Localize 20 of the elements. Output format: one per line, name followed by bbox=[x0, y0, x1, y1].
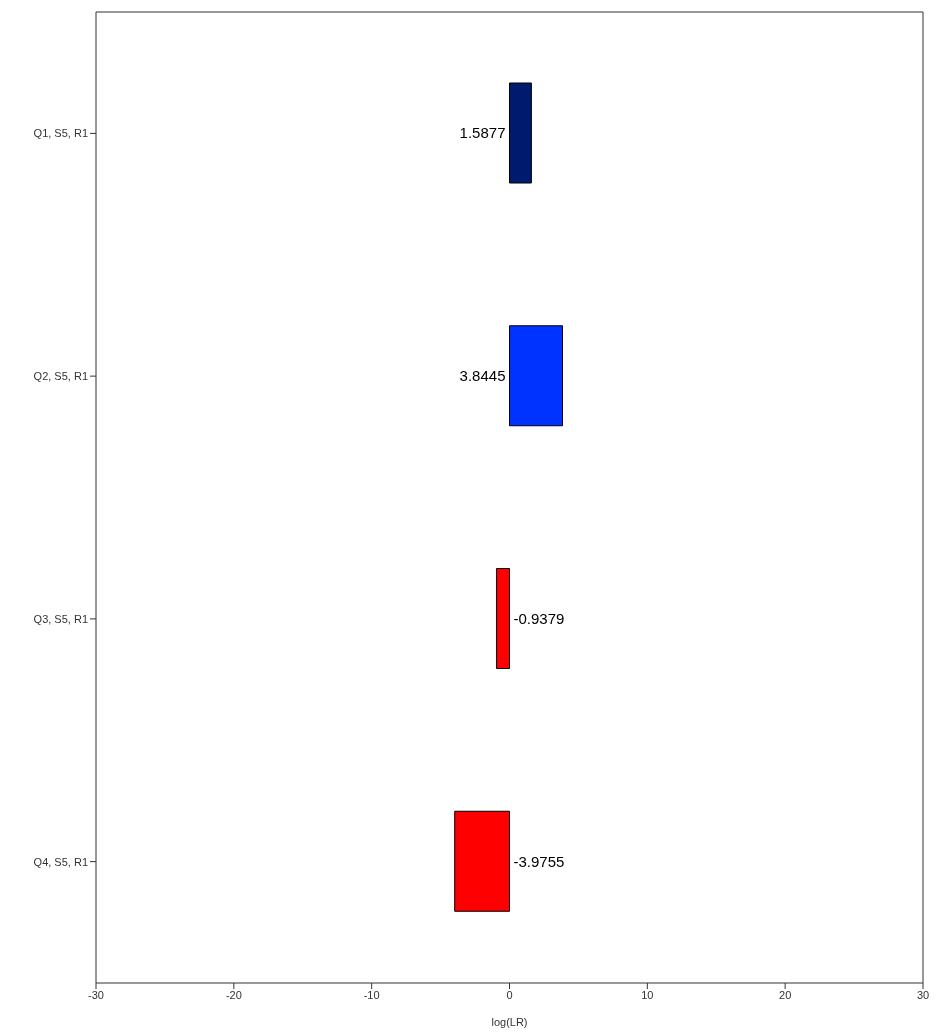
x-tick-label: -10 bbox=[363, 988, 380, 1001]
x-tick-label: 30 bbox=[916, 988, 930, 1001]
x-tick-label: 0 bbox=[506, 988, 513, 1001]
y-tick-label: Q3, S5, R1 bbox=[33, 612, 88, 625]
x-axis-title: log(LR) bbox=[491, 1016, 528, 1028]
bar bbox=[509, 82, 532, 184]
y-tick-label: Q1, S5, R1 bbox=[33, 127, 88, 140]
data-label: -0.9379 bbox=[513, 609, 565, 627]
bar bbox=[509, 325, 563, 427]
x-tick-label: 10 bbox=[641, 988, 654, 1001]
data-label: 1.5877 bbox=[459, 124, 506, 142]
x-tick-label: -30 bbox=[88, 988, 104, 1001]
y-tick-label: Q2, S5, R1 bbox=[33, 370, 88, 383]
y-tick-label: Q4, S5, R1 bbox=[33, 855, 88, 868]
bar bbox=[454, 810, 510, 912]
data-label: -3.9755 bbox=[513, 852, 565, 870]
x-tick-label: 20 bbox=[779, 988, 792, 1001]
bar bbox=[496, 568, 510, 669]
x-tick-label: -20 bbox=[225, 988, 242, 1001]
data-label: 3.8445 bbox=[459, 367, 506, 384]
